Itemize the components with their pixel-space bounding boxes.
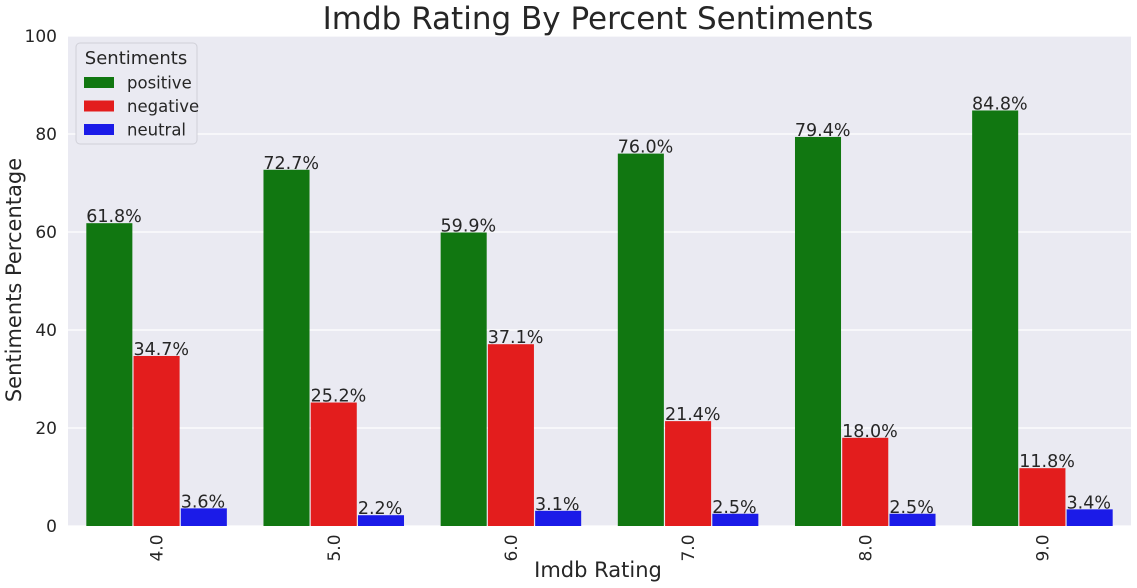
chart-title: Imdb Rating By Percent Sentiments — [323, 1, 874, 37]
x-axis-title: Imdb Rating — [534, 558, 662, 582]
bar-label: 2.5% — [889, 498, 933, 518]
x-tick-label: 9.0 — [1033, 534, 1053, 561]
x-tick-label: 5.0 — [325, 534, 345, 561]
legend-title: Sentiments — [85, 48, 187, 69]
legend: Sentiments positive negative neutral — [75, 42, 199, 145]
bar-neutral-9.0 — [1066, 509, 1113, 526]
bar-label: 84.8% — [972, 94, 1028, 114]
bar-label: 76.0% — [618, 138, 674, 158]
bar-label: 59.9% — [441, 216, 497, 236]
y-axis-title: Sentiments Percentage — [2, 158, 26, 402]
y-axis-ticks: 0 20 40 60 80 100 — [25, 27, 57, 537]
bar-neutral-7.0 — [712, 513, 759, 526]
plot-area — [68, 36, 1131, 526]
bar-label: 3.1% — [535, 495, 579, 515]
bar-label: 3.6% — [181, 492, 225, 512]
bar-negative-8.0 — [842, 437, 889, 526]
bar-label: 79.4% — [795, 121, 851, 141]
bar-label: 25.2% — [311, 387, 367, 407]
legend-swatch-neutral — [84, 124, 114, 135]
bar-negative-6.0 — [487, 344, 534, 526]
y-tick-label: 0 — [46, 517, 57, 537]
y-tick-label: 100 — [25, 27, 57, 47]
legend-swatch-positive — [84, 77, 114, 88]
bar-positive-7.0 — [617, 153, 664, 526]
bar-neutral-4.0 — [180, 508, 227, 526]
bar-label: 72.7% — [263, 154, 319, 174]
bar-label: 21.4% — [665, 405, 721, 425]
bar-negative-7.0 — [665, 421, 712, 526]
bar-negative-4.0 — [133, 355, 180, 526]
x-axis-ticks: 4.0 5.0 6.0 7.0 8.0 9.0 — [148, 534, 1054, 561]
bar-positive-5.0 — [263, 169, 310, 526]
legend-label-negative: negative — [127, 97, 199, 116]
bar-positive-9.0 — [972, 110, 1019, 526]
bar-label: 2.2% — [358, 499, 402, 519]
y-tick-label: 80 — [35, 125, 57, 145]
legend-frame — [75, 42, 198, 145]
bar-neutral-8.0 — [889, 513, 936, 526]
bar-positive-6.0 — [440, 232, 487, 527]
x-tick-label: 4.0 — [148, 534, 168, 561]
bar-positive-8.0 — [794, 136, 842, 526]
bar-neutral-6.0 — [535, 510, 582, 526]
bars — [86, 110, 1113, 527]
legend-swatch-negative — [84, 100, 114, 112]
bar-negative-5.0 — [310, 402, 357, 526]
gridlines — [68, 35, 1131, 527]
legend-label-neutral: neutral — [127, 121, 186, 140]
y-tick-label: 20 — [35, 419, 57, 439]
bar-neutral-5.0 — [357, 515, 405, 526]
bar-label: 61.8% — [86, 207, 142, 227]
y-tick-label: 60 — [35, 223, 57, 243]
bar-label: 34.7% — [133, 340, 189, 360]
x-tick-label: 8.0 — [856, 534, 876, 561]
bar-labels: 61.8% 72.7% 59.9% 76.0% 79.4% 84.8% 34.7% 25.2%… — [86, 94, 1111, 519]
bar-label: 3.4% — [1067, 493, 1111, 513]
bar-label: 18.0% — [842, 422, 898, 442]
x-tick-label: 7.0 — [679, 534, 699, 561]
bar-label: 2.5% — [712, 498, 756, 518]
x-tick-label: 6.0 — [502, 534, 522, 561]
bar-negative-9.0 — [1019, 468, 1066, 526]
y-tick-label: 40 — [35, 321, 57, 341]
bar-label: 37.1% — [488, 328, 544, 348]
bar-label: 11.8% — [1019, 452, 1075, 472]
legend-label-positive: positive — [127, 74, 192, 93]
bar-positive-4.0 — [86, 223, 133, 526]
